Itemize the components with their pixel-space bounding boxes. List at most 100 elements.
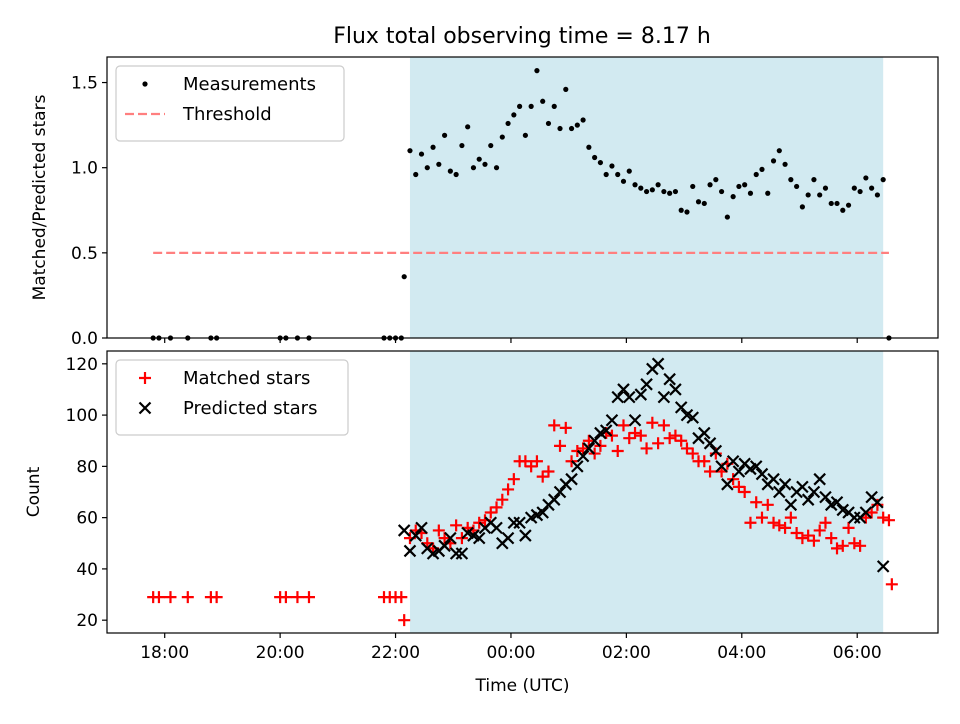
data-point bbox=[409, 529, 423, 542]
data-point bbox=[530, 455, 543, 468]
x-axis-label: Time (UTC) bbox=[475, 676, 570, 696]
data-point bbox=[580, 117, 586, 123]
data-point bbox=[432, 524, 445, 537]
data-point bbox=[643, 188, 650, 195]
data-point bbox=[767, 516, 780, 529]
data-point bbox=[695, 199, 702, 205]
data-point bbox=[415, 521, 428, 535]
data-point bbox=[753, 171, 759, 178]
data-point bbox=[663, 432, 676, 445]
data-point bbox=[470, 165, 477, 171]
data-point bbox=[565, 472, 578, 486]
data-point bbox=[502, 483, 515, 496]
legend-label: Threshold bbox=[182, 104, 272, 125]
x-tick-label: 02:00 bbox=[602, 643, 651, 663]
data-point bbox=[403, 544, 417, 558]
data-point bbox=[459, 142, 465, 149]
data-point bbox=[450, 519, 463, 532]
data-point bbox=[871, 495, 884, 509]
data-point bbox=[609, 163, 615, 169]
x-tick-label: 22:00 bbox=[371, 643, 420, 663]
data-point bbox=[649, 187, 655, 193]
data-point bbox=[436, 161, 442, 167]
data-point bbox=[553, 485, 567, 499]
data-point bbox=[744, 516, 757, 529]
data-point bbox=[646, 416, 659, 429]
data-point bbox=[588, 434, 601, 448]
legend: Matched stars Predicted stars bbox=[115, 359, 349, 436]
data-point bbox=[813, 472, 826, 486]
data-point bbox=[488, 142, 494, 149]
data-point bbox=[830, 495, 844, 509]
data-point bbox=[302, 591, 315, 604]
data-point bbox=[661, 188, 667, 195]
data-point bbox=[767, 472, 780, 486]
data-point bbox=[279, 591, 292, 604]
data-point bbox=[865, 506, 878, 519]
data-point bbox=[667, 190, 673, 196]
data-point bbox=[424, 165, 430, 171]
data-point bbox=[686, 447, 699, 460]
data-point bbox=[703, 437, 717, 450]
data-point bbox=[840, 207, 846, 213]
data-point bbox=[634, 429, 647, 442]
data-point bbox=[611, 444, 624, 457]
data-point bbox=[675, 434, 688, 447]
data-point bbox=[536, 470, 549, 483]
x-tick-label: 20:00 bbox=[256, 643, 305, 663]
data-point bbox=[557, 125, 563, 132]
data-point bbox=[638, 185, 644, 191]
data-point bbox=[657, 390, 671, 404]
data-point bbox=[472, 531, 486, 545]
data-point bbox=[686, 411, 700, 424]
data-point bbox=[784, 511, 797, 524]
data-point bbox=[484, 506, 497, 519]
data-point bbox=[615, 171, 621, 178]
data-point bbox=[805, 192, 811, 198]
data-point bbox=[507, 473, 520, 486]
data-point bbox=[874, 192, 881, 198]
data-point bbox=[582, 434, 595, 447]
data-point bbox=[857, 188, 863, 195]
data-point bbox=[663, 372, 676, 386]
data-point bbox=[605, 413, 619, 427]
data-point bbox=[817, 192, 823, 198]
data-point bbox=[876, 560, 890, 573]
legend-box bbox=[115, 65, 345, 142]
data-point bbox=[698, 455, 711, 468]
data-point bbox=[632, 182, 638, 188]
legend-label: Matched stars bbox=[183, 368, 310, 389]
data-point bbox=[845, 202, 852, 208]
data-point bbox=[721, 478, 734, 491]
data-point bbox=[407, 148, 413, 154]
data-point bbox=[626, 168, 632, 174]
y-axis-label: Count bbox=[24, 466, 44, 517]
data-point bbox=[736, 183, 742, 190]
data-point bbox=[574, 122, 580, 128]
count-panel: 20 40 60 80 100 120 18:00 20:00 22:00 00:00 02:00 0… bbox=[24, 350, 939, 696]
data-point bbox=[397, 524, 411, 537]
data-point bbox=[678, 207, 684, 213]
data-point bbox=[669, 383, 682, 396]
data-point bbox=[623, 432, 636, 445]
data-point bbox=[836, 539, 849, 552]
data-point bbox=[732, 465, 746, 478]
data-point bbox=[395, 591, 408, 604]
data-point bbox=[622, 390, 636, 404]
data-point bbox=[617, 419, 630, 432]
data-point bbox=[701, 200, 707, 207]
legend-box bbox=[115, 359, 349, 436]
data-point bbox=[877, 511, 890, 524]
legend-label: Measurements bbox=[183, 74, 316, 95]
data-point bbox=[807, 534, 820, 547]
data-point bbox=[713, 177, 719, 183]
data-point bbox=[755, 511, 768, 524]
data-point bbox=[807, 485, 821, 499]
data-point bbox=[513, 516, 526, 530]
y-tick-label: 80 bbox=[76, 457, 98, 477]
data-point bbox=[773, 485, 786, 499]
x-tick-label: 06:00 bbox=[833, 643, 882, 663]
data-point bbox=[765, 190, 771, 196]
y-tick-label: 0.5 bbox=[71, 244, 98, 264]
data-point bbox=[859, 506, 873, 519]
